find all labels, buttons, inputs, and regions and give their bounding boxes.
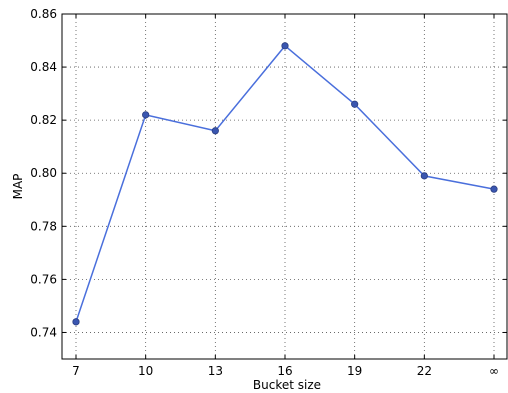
data-point xyxy=(72,318,80,326)
data-point xyxy=(211,127,219,135)
x-tick-label: 19 xyxy=(347,364,362,378)
data-point xyxy=(281,42,289,50)
data-point xyxy=(420,172,428,180)
x-axis: 7 10 13 16 19 22 ∞ xyxy=(72,14,499,378)
data-point xyxy=(490,185,498,193)
x-tick-label: ∞ xyxy=(489,364,499,378)
y-axis: 0.74 0.76 0.78 0.80 0.82 0.84 0.86 xyxy=(30,7,507,339)
data-point xyxy=(142,111,150,119)
x-tick-label: 16 xyxy=(277,364,292,378)
y-tick-label: 0.84 xyxy=(30,60,57,74)
x-tick-label: 7 xyxy=(72,364,80,378)
series-layer xyxy=(72,42,498,326)
data-point xyxy=(351,100,359,108)
y-tick-label: 0.80 xyxy=(30,166,57,180)
y-tick-label: 0.86 xyxy=(30,7,57,21)
y-tick-label: 0.76 xyxy=(30,272,57,286)
y-tick-label: 0.78 xyxy=(30,219,57,233)
y-tick-label: 0.82 xyxy=(30,113,57,127)
x-tick-label: 10 xyxy=(138,364,153,378)
y-axis-label: MAP xyxy=(11,174,25,200)
x-tick-label: 13 xyxy=(208,364,223,378)
x-tick-label: 22 xyxy=(417,364,432,378)
y-tick-label: 0.74 xyxy=(30,325,57,339)
x-axis-label: Bucket size xyxy=(253,378,321,392)
